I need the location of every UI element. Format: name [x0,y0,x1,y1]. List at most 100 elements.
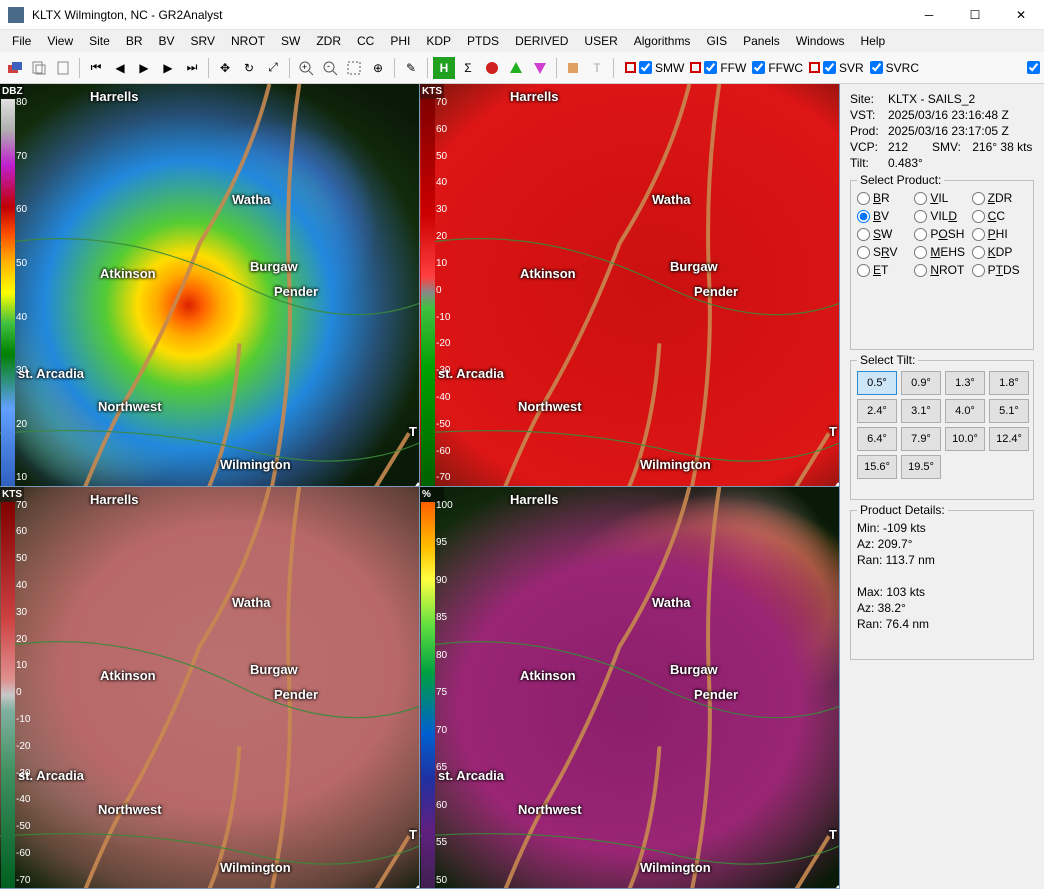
tool-down-icon[interactable] [529,57,551,79]
tool-copy-icon[interactable] [28,57,50,79]
tool-rotate-icon[interactable]: ↻ [238,57,260,79]
radio[interactable] [972,264,985,277]
menu-panels[interactable]: Panels [735,32,788,50]
toolbar-check-svr[interactable]: SVR [809,61,864,75]
tilt-7p9[interactable]: 7.9° [901,427,941,451]
toolbar-check-ffw[interactable]: FFW [690,61,746,75]
tilt-15p6[interactable]: 15.6° [857,455,897,479]
menu-br[interactable]: BR [118,32,151,50]
tilt-3p1[interactable]: 3.1° [901,399,941,423]
radio[interactable] [972,210,985,223]
tool-target-icon[interactable]: ⊕ [367,57,389,79]
checkbox[interactable] [870,61,883,74]
menu-user[interactable]: USER [576,32,625,50]
product-phi[interactable]: PHI [972,227,1027,241]
radio[interactable] [972,246,985,259]
tilt-1p8[interactable]: 1.8° [989,371,1029,395]
menu-view[interactable]: View [39,32,81,50]
menu-file[interactable]: File [4,32,39,50]
product-ptds[interactable]: PTDS [972,263,1027,277]
product-et[interactable]: ET [857,263,912,277]
tilt-0p9[interactable]: 0.9° [901,371,941,395]
tool-zoomout-icon[interactable]: - [319,57,341,79]
menu-ptds[interactable]: PTDS [459,32,507,50]
tilt-19p5[interactable]: 19.5° [901,455,941,479]
radar-panel-3[interactable]: %10095908580757065605550HarrellsWathaAtk… [420,487,840,889]
radio[interactable] [857,210,870,223]
menu-kdp[interactable]: KDP [418,32,459,50]
menu-site[interactable]: Site [81,32,118,50]
radio[interactable] [914,210,927,223]
radio[interactable] [972,228,985,241]
menu-sw[interactable]: SW [273,32,308,50]
tool-pan-icon[interactable]: ✥ [214,57,236,79]
toolbar-check-smw[interactable]: SMW [625,61,684,75]
tool-rect-icon[interactable] [562,57,584,79]
tool-h-icon[interactable]: H [433,57,455,79]
tool-first-icon[interactable]: ⏮ [85,57,107,79]
tool-last-icon[interactable]: ⏭ [181,57,203,79]
tilt-0p5[interactable]: 0.5° [857,371,897,395]
menu-phi[interactable]: PHI [382,32,418,50]
product-vil[interactable]: VIL [914,191,969,205]
menu-zdr[interactable]: ZDR [308,32,349,50]
tilt-12p4[interactable]: 12.4° [989,427,1029,451]
radio[interactable] [857,246,870,259]
tool-layers-icon[interactable] [4,57,26,79]
checkbox[interactable] [704,61,717,74]
menu-cc[interactable]: CC [349,32,382,50]
tool-next-icon[interactable]: ▶ [157,57,179,79]
product-nrot[interactable]: NROT [914,263,969,277]
tool-move-icon[interactable]: ⤢ [262,57,284,79]
product-bv[interactable]: BV [857,209,912,223]
tilt-6p4[interactable]: 6.4° [857,427,897,451]
tilt-5p1[interactable]: 5.1° [989,399,1029,423]
tool-paste-icon[interactable] [52,57,74,79]
checkbox[interactable] [752,61,765,74]
tool-play-icon[interactable]: ▶ [133,57,155,79]
toolbar-check-svrc[interactable]: SVRC [870,61,919,75]
minimize-button[interactable]: ─ [906,0,952,30]
product-srv[interactable]: SRV [857,245,912,259]
product-zdr[interactable]: ZDR [972,191,1027,205]
menu-windows[interactable]: Windows [788,32,853,50]
product-kdp[interactable]: KDP [972,245,1027,259]
radio[interactable] [857,264,870,277]
menu-bv[interactable]: BV [151,32,183,50]
radio[interactable] [914,192,927,205]
tool-zoomin-icon[interactable]: + [295,57,317,79]
radio[interactable] [914,228,927,241]
tool-sigma-icon[interactable]: Σ [457,57,479,79]
radio[interactable] [914,264,927,277]
radio[interactable] [857,228,870,241]
menu-algorithms[interactable]: Algorithms [626,32,699,50]
radio[interactable] [857,192,870,205]
tool-up-icon[interactable] [505,57,527,79]
product-vild[interactable]: VILD [914,209,969,223]
radar-panel-2[interactable]: KTS706050403020100-10-20-30-40-50-60-70H… [0,487,420,889]
radio[interactable] [972,192,985,205]
checkbox[interactable] [823,61,836,74]
product-mehs[interactable]: MEHS [914,245,969,259]
radar-panel-0[interactable]: DBZ8070605040302010HarrellsWathaAtkinson… [0,84,420,487]
product-sw[interactable]: SW [857,227,912,241]
maximize-button[interactable]: ☐ [952,0,998,30]
radar-panel-1[interactable]: KTS706050403020100-10-20-30-40-50-60-70H… [420,84,840,487]
product-posh[interactable]: POSH [914,227,969,241]
tilt-4p0[interactable]: 4.0° [945,399,985,423]
menu-help[interactable]: Help [853,32,894,50]
tool-draw-icon[interactable]: ✎ [400,57,422,79]
tool-prev-icon[interactable]: ◀ [109,57,131,79]
menu-gis[interactable]: GIS [698,32,735,50]
toolbar-check-extra[interactable] [1027,61,1040,74]
tool-storm-icon[interactable] [481,57,503,79]
menu-srv[interactable]: SRV [183,32,223,50]
tilt-2p4[interactable]: 2.4° [857,399,897,423]
radio[interactable] [914,246,927,259]
product-cc[interactable]: CC [972,209,1027,223]
tool-zoombox-icon[interactable] [343,57,365,79]
checkbox[interactable] [639,61,652,74]
toolbar-check-ffwc[interactable]: FFWC [752,61,803,75]
menu-nrot[interactable]: NROT [223,32,273,50]
close-button[interactable]: ✕ [998,0,1044,30]
